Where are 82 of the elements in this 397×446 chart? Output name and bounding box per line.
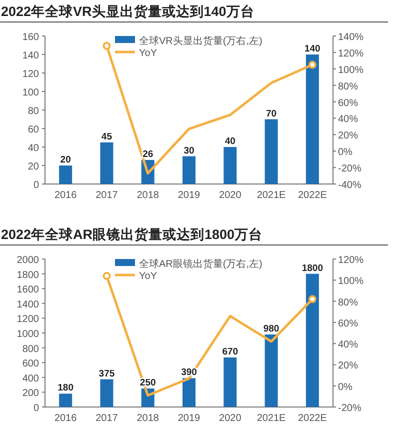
y-tick-label: 120 <box>22 69 40 80</box>
x-tick-label: 2016 <box>54 190 78 201</box>
data-label: 140 <box>304 44 320 54</box>
data-label: 45 <box>101 131 113 142</box>
y-tick-label: 80 <box>28 106 40 117</box>
x-tick-label: 2019 <box>178 190 201 201</box>
y-tick-label: 800 <box>22 344 40 355</box>
legend-label: YoY <box>139 48 158 59</box>
y2-tick-label: -20% <box>338 403 362 414</box>
y2-tick-label: 80% <box>338 81 358 92</box>
y-tick-label: 140 <box>22 50 40 62</box>
y-tick-label: 200 <box>22 388 40 400</box>
x-tick-label: 2021E <box>256 413 286 424</box>
legend-label: 全球VR头显出货量(万右,左) <box>139 35 262 47</box>
y2-tick-label: 40% <box>338 114 358 126</box>
x-tick-label: 2017 <box>96 413 118 424</box>
y-tick-label: 40 <box>28 143 40 154</box>
bar <box>306 274 319 407</box>
data-label: 30 <box>184 145 194 156</box>
chart-title: 2022年全球AR眼镜出货量或达到1800万台 <box>1 226 263 242</box>
x-tick-label: 2022E <box>298 413 328 424</box>
x-tick-label: 2020 <box>219 413 242 424</box>
y-tick-label: 1800 <box>16 270 40 281</box>
y2-tick-label: 100% <box>338 276 364 288</box>
data-label: 40 <box>224 136 236 147</box>
y2-tick-label: 60% <box>338 98 358 109</box>
bar <box>224 147 237 184</box>
y-tick-label: 0 <box>33 403 40 414</box>
y2-tick-label: 140% <box>338 32 364 43</box>
bar <box>100 142 114 184</box>
y2-tick-label: 100% <box>338 64 364 76</box>
data-label: 180 <box>58 382 74 394</box>
bar <box>264 119 278 184</box>
x-tick-label: 2017 <box>96 190 118 201</box>
x-tick-label: 2018 <box>136 190 160 201</box>
bar <box>100 379 114 407</box>
y2-tick-label: 120% <box>338 255 364 266</box>
y2-tick-label: 20% <box>338 360 358 372</box>
chart-title: 2022年全球VR头显出货量或达到140万台 <box>1 4 254 19</box>
y-tick-label: 2000 <box>16 255 40 266</box>
y2-tick-label: 80% <box>338 297 358 308</box>
bar <box>306 54 319 184</box>
data-label: 70 <box>266 108 277 120</box>
x-tick-label: 2016 <box>54 413 78 424</box>
y2-tick-label: 20% <box>338 130 358 142</box>
data-label: 26 <box>142 148 154 160</box>
x-tick-label: 2019 <box>178 413 201 424</box>
data-label: 670 <box>222 346 238 358</box>
y-tick-label: 1600 <box>16 284 40 296</box>
y-tick-label: 160 <box>22 32 40 43</box>
x-tick-label: 2022E <box>298 190 328 201</box>
y-tick-label: 1400 <box>16 299 40 310</box>
legend-label: 全球AR眼镜出货量(万右,左) <box>139 258 262 270</box>
y2-tick-label: 0% <box>338 147 353 158</box>
y-tick-label: 400 <box>22 373 40 384</box>
y-tick-label: 0 <box>33 180 40 191</box>
y2-tick-label: 120% <box>338 48 364 60</box>
y-tick-label: 1000 <box>16 329 40 340</box>
x-tick-label: 2018 <box>136 413 160 424</box>
y-tick-label: 1200 <box>16 314 40 326</box>
data-label: 20 <box>60 154 71 166</box>
y2-tick-label: 40% <box>338 340 358 351</box>
y2-tick-label: 0% <box>338 382 353 393</box>
data-label: 1800 <box>302 262 323 274</box>
y-tick-label: 600 <box>22 358 40 370</box>
bar <box>264 334 278 407</box>
data-label: 980 <box>263 323 280 334</box>
data-label: 375 <box>98 368 116 380</box>
legend-label: YoY <box>139 271 158 282</box>
y2-tick-label: -20% <box>338 164 362 175</box>
y-tick-label: 100 <box>22 88 40 98</box>
x-tick-label: 2021E <box>256 190 286 201</box>
bar <box>59 166 72 184</box>
y2-tick-label: -40% <box>338 180 362 191</box>
bar <box>224 357 237 407</box>
bar <box>182 378 196 407</box>
bar <box>59 394 72 407</box>
bar <box>182 156 196 184</box>
y-tick-label: 20 <box>28 162 40 172</box>
x-tick-label: 2020 <box>219 190 242 201</box>
y2-tick-label: 60% <box>338 318 358 330</box>
y-tick-label: 60 <box>28 124 40 136</box>
